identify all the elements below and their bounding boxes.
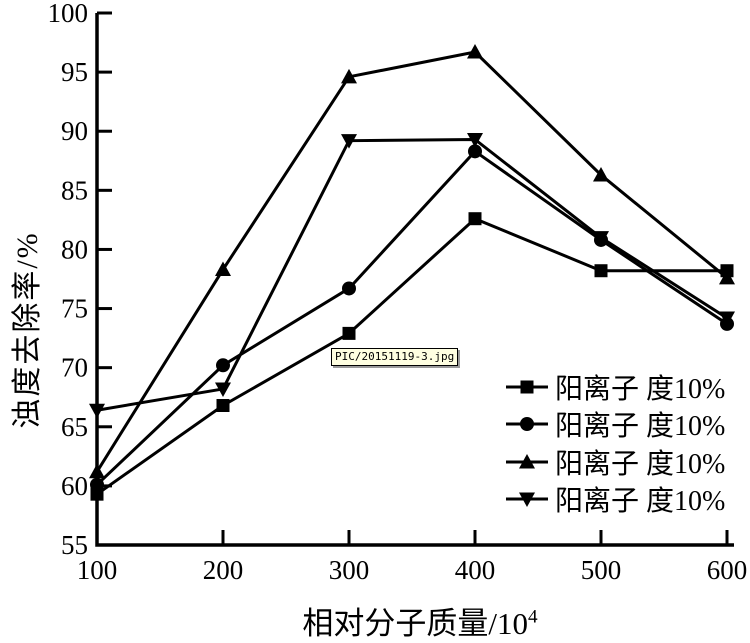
legend-marker-square [506,380,548,394]
series-line-triangle-up [95,50,728,473]
marker-triangle-up [467,44,483,59]
marker-triangle-down [519,492,535,508]
marker-circle [90,477,104,492]
x-tick-label: 500 [581,555,622,585]
legend-item: 阳离子 度10% [504,368,725,406]
x-tick-label: 100 [77,555,118,585]
chart-legend: 阳离子 度10% 阳离子 度10% 阳离子 度10% 阳离子 度10% [504,368,725,518]
marker-triangle-down [467,132,483,148]
marker-triangle-up [593,166,609,182]
legend-label: 阳离子 度10% [555,373,726,405]
series-line-square [96,216,727,496]
x-tick-label: 400 [455,555,496,585]
marker-square [520,380,534,394]
marker-triangle-down [215,382,231,397]
y-tick-label: 70 [61,353,88,383]
marker-square [342,326,356,340]
legend-marker-circle [506,417,548,432]
y-tick-label: 90 [61,116,88,146]
marker-square [468,212,482,226]
legend-label: 阳离子 度10% [555,486,726,518]
x-tick-label: 200 [203,555,244,585]
y-tick-label: 55 [61,530,88,560]
marker-triangle-up [341,68,357,84]
y-tick-label: 80 [61,234,88,264]
y-tick-label: 85 [61,175,88,205]
marker-square [594,264,608,278]
marker-square [216,398,230,412]
legend-item: 阳离子 度10% [504,443,725,481]
y-tick-label: 60 [61,471,88,501]
y-tick-label: 100 [48,0,89,28]
y-tick-label: 95 [61,57,88,87]
series-line-triangle-down [96,137,728,412]
legend-marker-triangle-down [506,492,548,508]
x-axis-title-text: 相对分子质量/10 [302,606,529,641]
marker-triangle-up [215,261,231,277]
y-axis-title: 浊度去除率/% [11,231,44,429]
marker-circle [520,417,534,432]
series-line-circle [95,149,728,486]
legend-item: 阳离子 度10% [504,406,725,444]
y-tick-label: 75 [61,294,88,324]
marker-circle [342,281,356,296]
marker-triangle-up [519,453,535,469]
x-tick-label: 300 [329,555,370,585]
legend-item: 阳离子 度10% [504,481,725,519]
x-axis-title-superscript: 4 [528,606,538,628]
x-tick-label: 600 [707,555,748,585]
marker-triangle-up [719,269,735,285]
marker-triangle-down [719,311,735,327]
y-tick-label: 65 [61,412,88,442]
legend-label: 阳离子 度10% [555,411,726,443]
marker-triangle-down [341,134,357,149]
marker-triangle-down [89,403,105,419]
legend-marker-triangle-up [506,453,548,469]
marker-triangle-down [593,231,609,246]
legend-label: 阳离子 度10% [555,448,726,480]
marker-circle [216,358,230,373]
x-axis-title: 相对分子质量/104 [302,598,537,643]
watermark-label: PIC/20151119-3.jpg [331,348,459,367]
marker-triangle-up [89,463,105,479]
marker-square [90,487,104,501]
marker-circle [468,144,482,159]
